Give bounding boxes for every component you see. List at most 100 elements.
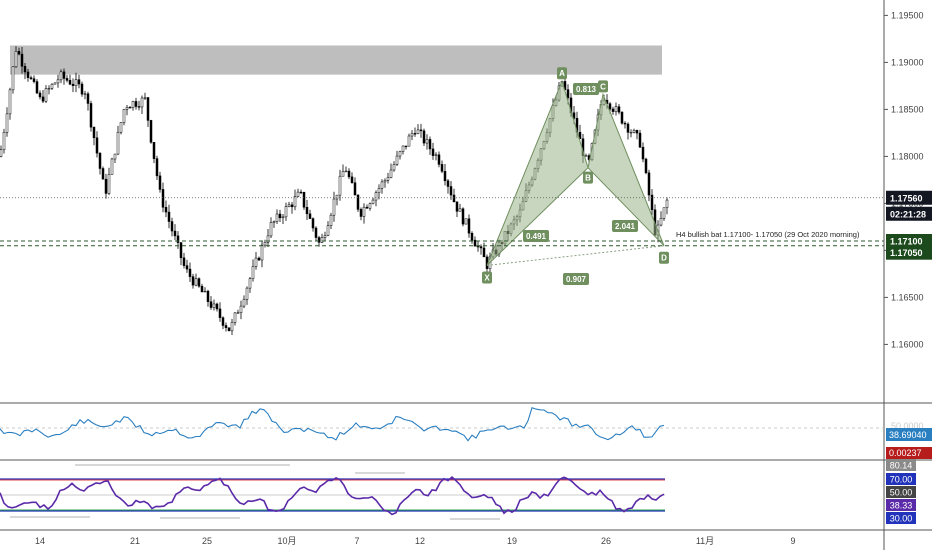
- candle-body: [5, 113, 9, 133]
- candle-body: [449, 186, 453, 196]
- candle-body: [392, 164, 396, 171]
- candle-body: [164, 207, 168, 213]
- candle-body: [203, 290, 207, 293]
- candle-body: [368, 203, 372, 209]
- candle-body: [122, 109, 126, 123]
- candle-body: [641, 146, 645, 160]
- price-panel[interactable]: X A B C D 0.813 0.491 2.041 0.907 H4 bullish bat…: [0, 45, 884, 336]
- candle-body: [71, 83, 75, 86]
- candle-body: [131, 101, 135, 108]
- candle-body: [236, 312, 240, 314]
- candle-body: [242, 299, 246, 307]
- candle-body: [26, 71, 30, 78]
- candle-body: [218, 308, 222, 318]
- candle-body: [98, 152, 102, 169]
- countdown: 02:21:28: [890, 209, 926, 219]
- price-axis[interactable]: 1.195001.190001.185001.180001.175001.170…: [884, 10, 932, 349]
- candle-body: [608, 103, 612, 110]
- candle-body: [350, 176, 354, 183]
- candle-body: [65, 78, 69, 81]
- candle-body: [344, 170, 348, 173]
- current-price: 1.17560: [890, 193, 923, 203]
- candle-body: [83, 93, 87, 95]
- ratio-label-bg: [573, 83, 599, 95]
- candle-body: [317, 237, 321, 243]
- candle-body: [461, 208, 465, 225]
- candle-body: [257, 257, 261, 261]
- osc2-badge-bg: [886, 512, 916, 524]
- candle-body: [107, 174, 111, 194]
- candle-body: [206, 290, 210, 302]
- candle-body: [134, 101, 138, 107]
- current-price-badge: [886, 190, 932, 205]
- candle-body: [191, 276, 195, 286]
- candle-body: [470, 232, 474, 241]
- candle-body: [266, 235, 270, 243]
- candle-body: [419, 129, 423, 132]
- candle-body: [398, 151, 402, 157]
- candle-body: [611, 108, 615, 112]
- oscillator-1-panel[interactable]: 50.0000 38.69040 0.00237: [0, 406, 932, 459]
- candle-body: [272, 221, 276, 223]
- candle-body: [617, 106, 621, 113]
- price-tick-label: 1.19500: [891, 10, 924, 20]
- candle-body: [446, 180, 450, 187]
- candle-body: [41, 96, 45, 102]
- candle-body: [359, 209, 363, 217]
- candle-body: [365, 206, 369, 209]
- candle-body: [59, 71, 63, 81]
- candle-body: [323, 235, 327, 238]
- candle-body: [413, 133, 417, 135]
- pattern-xab-area: [486, 79, 589, 266]
- point-d-bg: [659, 251, 669, 264]
- candle-body: [395, 155, 399, 165]
- candle-body: [254, 257, 258, 267]
- candle-body: [566, 89, 570, 99]
- time-axis[interactable]: 14 21 25 10月 7 12 19 26 11月 9: [35, 536, 796, 546]
- candle-body: [647, 172, 651, 196]
- candle-body: [431, 148, 435, 156]
- candle-body: [182, 257, 186, 266]
- candle-body: [329, 214, 333, 226]
- candle-body: [437, 154, 441, 165]
- price-tick-label: 1.18000: [891, 151, 924, 161]
- date-label: 21: [130, 536, 140, 546]
- candle-body: [623, 122, 627, 125]
- candle-body: [443, 171, 447, 182]
- candle-body: [77, 79, 81, 85]
- candle-body: [293, 196, 297, 208]
- candle-body: [377, 187, 381, 193]
- candle-body: [110, 158, 114, 175]
- price-tick-label: 1.16500: [891, 292, 924, 302]
- osc1-value: 38.69040: [889, 430, 927, 440]
- osc1-sub-value: 0.00237: [889, 448, 922, 458]
- candle-body: [311, 218, 315, 229]
- candle-body: [614, 106, 618, 112]
- candle-body: [422, 130, 426, 144]
- oscillator-2-panel[interactable]: 80.14 70.00 50.00 38.33 30.00: [0, 459, 916, 524]
- candle-body: [14, 51, 18, 68]
- candle-body: [620, 111, 624, 124]
- candle-body: [356, 194, 360, 210]
- candle-body: [284, 206, 288, 218]
- ratio-label-bg: [563, 273, 589, 285]
- candle-body: [20, 53, 24, 67]
- candle-body: [629, 132, 633, 134]
- candle-body: [659, 217, 663, 226]
- candle-body: [401, 145, 405, 152]
- candle-body: [95, 137, 99, 154]
- level-2: 1.17050: [890, 248, 923, 258]
- candle-body: [23, 66, 27, 73]
- candle-body: [125, 107, 129, 110]
- price-tick-label: 1.18500: [891, 104, 924, 114]
- osc2-badge-value: 30.00: [890, 514, 913, 524]
- candle-body: [227, 327, 231, 332]
- date-label: 12: [415, 536, 425, 546]
- candle-body: [116, 131, 120, 155]
- osc1-hidden-label: 50.0000: [891, 421, 924, 431]
- candle-body: [179, 242, 183, 259]
- date-label: 10月: [277, 536, 296, 546]
- candle-body: [2, 132, 6, 151]
- point-b: B: [585, 174, 591, 183]
